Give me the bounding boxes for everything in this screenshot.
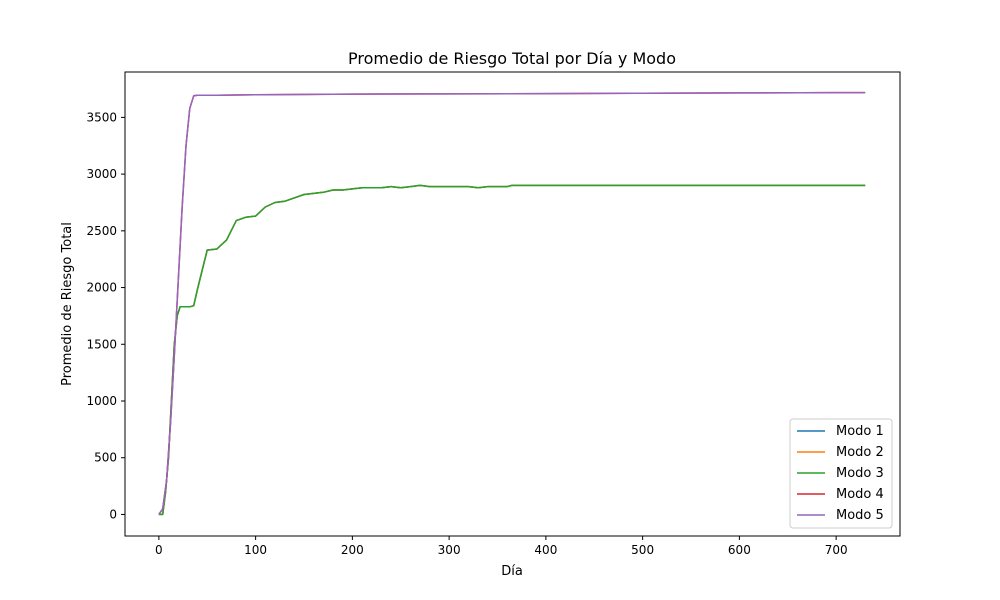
x-tick-label: 200 [341, 543, 364, 557]
legend-label: Modo 1 [836, 424, 884, 439]
x-tick-label: 0 [155, 543, 163, 557]
y-axis-label: Promedio de Riesgo Total [60, 222, 75, 386]
legend-label: Modo 4 [836, 487, 884, 502]
x-tick-label: 500 [631, 543, 654, 557]
plot-lines [158, 91, 866, 516]
series-line-modo-4 [158, 91, 866, 515]
legend-label: Modo 2 [836, 445, 884, 460]
x-axis-label: Día [501, 564, 523, 579]
legend: Modo 1 Modo 2 Modo 3 Modo 4 Modo 5 [789, 418, 893, 529]
y-tick-label: 0 [109, 507, 117, 521]
series-line-modo-2 [158, 184, 866, 516]
x-tick-label: 600 [728, 543, 751, 557]
legend-label: Modo 5 [836, 508, 884, 523]
x-axis: 0 100 200 300 400 500 600 700 [155, 536, 848, 557]
y-tick-label: 3500 [86, 110, 117, 124]
chart-title: Promedio de Riesgo Total por Día y Modo [348, 49, 676, 68]
y-tick-label: 500 [94, 451, 117, 465]
legend-box [789, 418, 893, 529]
y-tick-label: 3000 [86, 167, 117, 181]
y-tick-label: 1500 [86, 337, 117, 351]
y-axis: 0 500 1000 1500 2000 2500 3000 3500 [86, 110, 125, 521]
series-line-modo-1 [158, 184, 866, 516]
x-tick-label: 700 [825, 543, 848, 557]
x-tick-label: 100 [244, 543, 267, 557]
series-line-modo-5 [158, 91, 866, 515]
y-tick-label: 2500 [86, 224, 117, 238]
y-tick-label: 2000 [86, 281, 117, 295]
x-tick-label: 300 [438, 543, 461, 557]
series-line-modo-3 [158, 184, 866, 516]
legend-label: Modo 3 [836, 466, 884, 481]
y-tick-label: 1000 [86, 394, 117, 408]
x-tick-label: 400 [534, 543, 557, 557]
plot-frame [124, 71, 901, 537]
